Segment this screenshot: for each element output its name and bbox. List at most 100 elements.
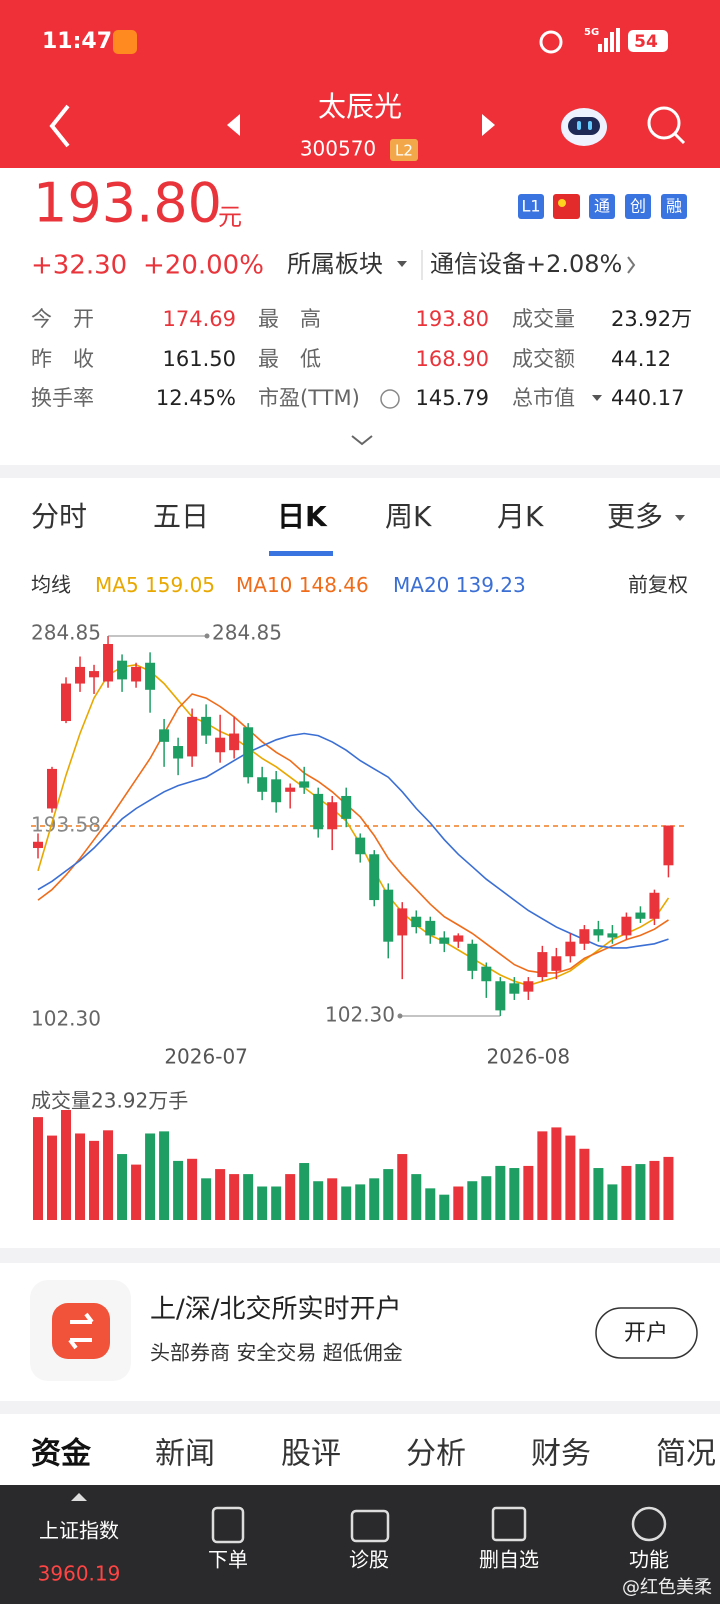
network-label: 5G <box>584 27 599 38</box>
change-pct: +20.00% <box>143 251 264 281</box>
order-icon <box>211 1506 245 1544</box>
index-value: 3960.19 <box>38 1562 121 1586</box>
next-stock[interactable] <box>482 114 495 136</box>
badge <box>625 194 651 219</box>
stat-value: 145.79 <box>416 386 489 410</box>
level-badge <box>390 139 418 161</box>
volume-label: 成交量23.92万手 <box>31 1089 188 1113</box>
ma-line <box>37 693 669 974</box>
volume-bar <box>187 1158 198 1220</box>
chart-tab[interactable]: 周K <box>385 500 432 533</box>
ad-subtitle: 头部券商 安全交易 超低佣金 <box>150 1341 403 1365</box>
separator <box>0 1248 720 1263</box>
sector-label[interactable]: 所属板块 <box>287 250 383 278</box>
volume-bar <box>355 1184 366 1220</box>
info-icon <box>380 389 400 409</box>
volume-bar <box>145 1133 156 1220</box>
ad-title: 上/深/北交所实时开户 <box>150 1295 402 1325</box>
chart-tab[interactable]: 五日 <box>153 500 209 533</box>
stat-label: 最 低 <box>258 347 321 371</box>
stat-value: 193.80 <box>416 307 489 331</box>
back-button[interactable] <box>49 104 70 148</box>
x-tick-label: 2026-08 <box>487 1045 571 1069</box>
ma-line <box>37 732 669 949</box>
candle-body <box>467 943 478 971</box>
max-label: 284.85 <box>212 621 282 645</box>
bottom-nav <box>0 1485 720 1604</box>
badge <box>518 194 544 219</box>
section-tab[interactable]: 新闻 <box>155 1437 215 1472</box>
volume-bar <box>341 1186 352 1220</box>
assistant-icon[interactable] <box>561 108 607 146</box>
chart-tab[interactable]: 更多 <box>607 500 663 533</box>
flag-star <box>558 199 566 207</box>
expand-button[interactable] <box>351 435 373 446</box>
nav-item[interactable]: 删自选 <box>479 1548 539 1572</box>
stat-value: 161.50 <box>163 347 236 371</box>
volume-bar <box>579 1148 590 1220</box>
remove-icon <box>491 1506 527 1542</box>
volume-bar <box>103 1130 114 1220</box>
volume-bar <box>313 1181 324 1220</box>
max-dot <box>204 633 210 639</box>
stat-label: 换手率 <box>31 386 94 410</box>
volume-bar <box>285 1174 296 1220</box>
volume-bar <box>369 1178 380 1220</box>
candle-body <box>663 825 674 866</box>
ma-name: MA20 <box>393 573 449 597</box>
volume-bar <box>327 1178 338 1220</box>
search-button[interactable] <box>647 106 686 145</box>
volume-bar <box>425 1188 436 1220</box>
volume-bar <box>565 1135 576 1220</box>
section-tab[interactable]: 股评 <box>281 1437 341 1472</box>
badge-text: 融 <box>666 197 682 216</box>
section-tab[interactable]: 简况 <box>656 1437 716 1472</box>
stat-label: 市盈(TTM) <box>258 386 360 410</box>
prev-stock[interactable] <box>227 114 240 136</box>
volume-bar <box>537 1131 548 1220</box>
expand-index[interactable] <box>71 1493 87 1501</box>
candle-body <box>593 929 604 936</box>
candle-body <box>313 793 324 830</box>
battery-level: 54 <box>634 32 658 52</box>
section-tab[interactable]: 财务 <box>531 1437 591 1472</box>
volume-bar <box>271 1186 282 1220</box>
volume-bar <box>75 1133 86 1220</box>
candle-body <box>565 941 576 957</box>
chart-tab[interactable]: 月K <box>497 500 544 533</box>
candle-body <box>145 662 156 690</box>
volume-bar <box>173 1160 184 1220</box>
tab-underline <box>269 551 333 556</box>
volume-bar <box>481 1176 492 1220</box>
alarm-icon <box>539 30 563 54</box>
volume-bar <box>131 1164 142 1220</box>
candle-body <box>285 787 296 792</box>
section-tab[interactable]: 分析 <box>406 1437 466 1472</box>
adjust-mode[interactable]: 前复权 <box>628 573 688 597</box>
nav-item[interactable]: 下单 <box>208 1548 248 1572</box>
volume-bar <box>257 1186 268 1220</box>
nav-item[interactable]: 诊股 <box>349 1548 389 1572</box>
nav-item[interactable]: 功能 <box>629 1548 669 1572</box>
volume-bar <box>299 1163 310 1220</box>
diagnose-icon <box>350 1509 390 1543</box>
stat-label: 最 高 <box>258 307 321 331</box>
app-icon <box>113 30 137 54</box>
chart-tab[interactable]: 分时 <box>31 500 87 533</box>
volume-bar <box>229 1174 240 1220</box>
volume-bar <box>159 1131 170 1220</box>
candle-body <box>383 889 394 942</box>
open-account-text[interactable]: 开户 <box>624 1321 668 1346</box>
badge <box>589 194 615 219</box>
ad-icon-shape <box>52 1303 110 1359</box>
candle-body <box>649 892 660 919</box>
candle-body <box>117 660 128 680</box>
chart-tab[interactable]: 日K <box>277 500 328 533</box>
open-account-button[interactable] <box>595 1307 698 1359</box>
section-tab[interactable]: 资金 <box>31 1437 92 1472</box>
sector[interactable]: 通信设备+2.08% <box>430 250 622 278</box>
index-name[interactable]: 上证指数 <box>39 1519 119 1543</box>
volume-bar <box>61 1110 72 1220</box>
ma-legend-title: 均线 <box>31 573 71 597</box>
signal-icon <box>598 28 620 52</box>
